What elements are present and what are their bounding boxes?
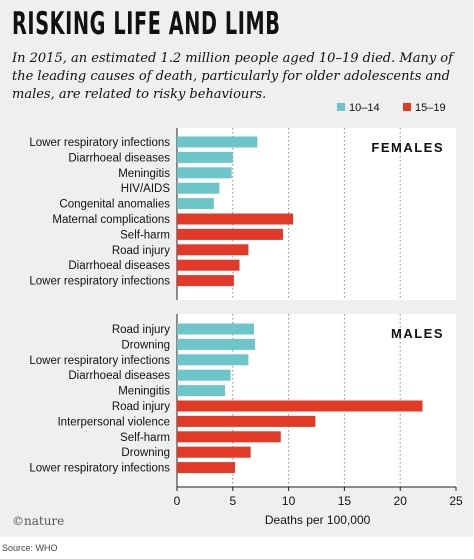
- males-label-10-14-road-injury: Road injury: [112, 324, 170, 336]
- males-bar-15-19-self-harm: [177, 431, 281, 443]
- males-label-15-19-drowning: Drowning: [121, 447, 170, 459]
- females-label-10-14-lower-respiratory-infections: Lower respiratory infections: [29, 137, 170, 149]
- females-bar-15-19-maternal-complications: [177, 213, 294, 225]
- males-bar-10-14-diarrhoeal-diseases: [177, 369, 231, 381]
- females-bar-10-14-meningitis: [177, 167, 232, 179]
- females-label-15-19-self-harm: Self-harm: [120, 229, 170, 241]
- legend-label-2: 15–19: [415, 102, 446, 114]
- females-label-10-14-congenital-anomalies: Congenital anomalies: [59, 199, 170, 211]
- females-label-15-19-diarrhoeal-diseases: Diarrhoeal diseases: [68, 260, 170, 272]
- males-bar-15-19-drowning: [177, 446, 251, 458]
- source-note: Source: WHO: [2, 543, 58, 553]
- chart-card: RISKING LIFE AND LIMB In 2015, an estima…: [0, 0, 473, 537]
- females-label-15-19-road-injury: Road injury: [112, 245, 170, 257]
- females-bar-10-14-diarrhoeal-diseases: [177, 151, 233, 163]
- males-bar-10-14-road-injury: [177, 323, 255, 335]
- males-label-15-19-road-injury: Road injury: [112, 401, 170, 413]
- x-axis-label: Deaths per 100,000: [265, 513, 371, 527]
- females-bar-15-19-road-injury: [177, 244, 249, 256]
- legend-label-1: 10–14: [349, 102, 380, 114]
- females-bar-15-19-diarrhoeal-diseases: [177, 259, 240, 271]
- females-label-15-19-lower-respiratory-infections: Lower respiratory infections: [29, 276, 170, 288]
- x-tick-label-5: 5: [229, 494, 236, 508]
- females-label-10-14-meningitis: Meningitis: [118, 168, 170, 180]
- females-bar-15-19-self-harm: [177, 228, 284, 240]
- chart-title: RISKING LIFE AND LIMB: [12, 6, 281, 42]
- chart-subtitle: In 2015, an estimated 1.2 million people…: [12, 51, 453, 102]
- males-bar-10-14-meningitis: [177, 385, 225, 397]
- males-label-15-19-lower-respiratory-infections: Lower respiratory infections: [29, 463, 170, 475]
- males-bar-15-19-interpersonal-violence: [177, 415, 316, 427]
- females-bar-15-19-lower-respiratory-infections: [177, 275, 234, 287]
- legend-swatch-1: [337, 103, 345, 111]
- males-label-10-14-drowning: Drowning: [121, 339, 170, 351]
- females-label-10-14-diarrhoeal-diseases: Diarrhoeal diseases: [68, 152, 170, 164]
- x-tick-label-20: 20: [394, 494, 408, 508]
- females-panel-label: FEMALES: [371, 140, 444, 155]
- nature-credit: ©nature: [12, 514, 65, 528]
- males-bar-10-14-lower-respiratory-infections: [177, 354, 249, 366]
- males-label-15-19-self-harm: Self-harm: [120, 432, 170, 444]
- males-label-10-14-lower-respiratory-infections: Lower respiratory infections: [29, 355, 170, 367]
- females-bar-10-14-lower-respiratory-infections: [177, 136, 258, 148]
- males-panel-label: MALES: [391, 326, 444, 341]
- males-label-10-14-meningitis: Meningitis: [118, 386, 170, 398]
- x-tick-label-10: 10: [282, 494, 296, 508]
- x-tick-label-15: 15: [338, 494, 352, 508]
- females-bar-10-14-hiv-aids: [177, 182, 220, 194]
- males-bar-10-14-drowning: [177, 338, 256, 350]
- males-label-15-19-interpersonal-violence: Interpersonal violence: [57, 416, 170, 428]
- males-label-10-14-diarrhoeal-diseases: Diarrhoeal diseases: [68, 370, 170, 382]
- females-bar-10-14-congenital-anomalies: [177, 198, 214, 210]
- males-bar-15-19-lower-respiratory-infections: [177, 462, 236, 474]
- females-label-10-14-hiv-aids: HIV/AIDS: [121, 183, 171, 195]
- females-label-15-19-maternal-complications: Maternal complications: [52, 214, 170, 226]
- legend-swatch-2: [403, 103, 411, 111]
- x-tick-label-25: 25: [449, 494, 463, 508]
- bar-chart: 10–14 15–19 FEMALES Lower respiratory infec…: [29, 102, 463, 527]
- males-bar-15-19-road-injury: [177, 400, 423, 412]
- x-tick-label-0: 0: [174, 494, 181, 508]
